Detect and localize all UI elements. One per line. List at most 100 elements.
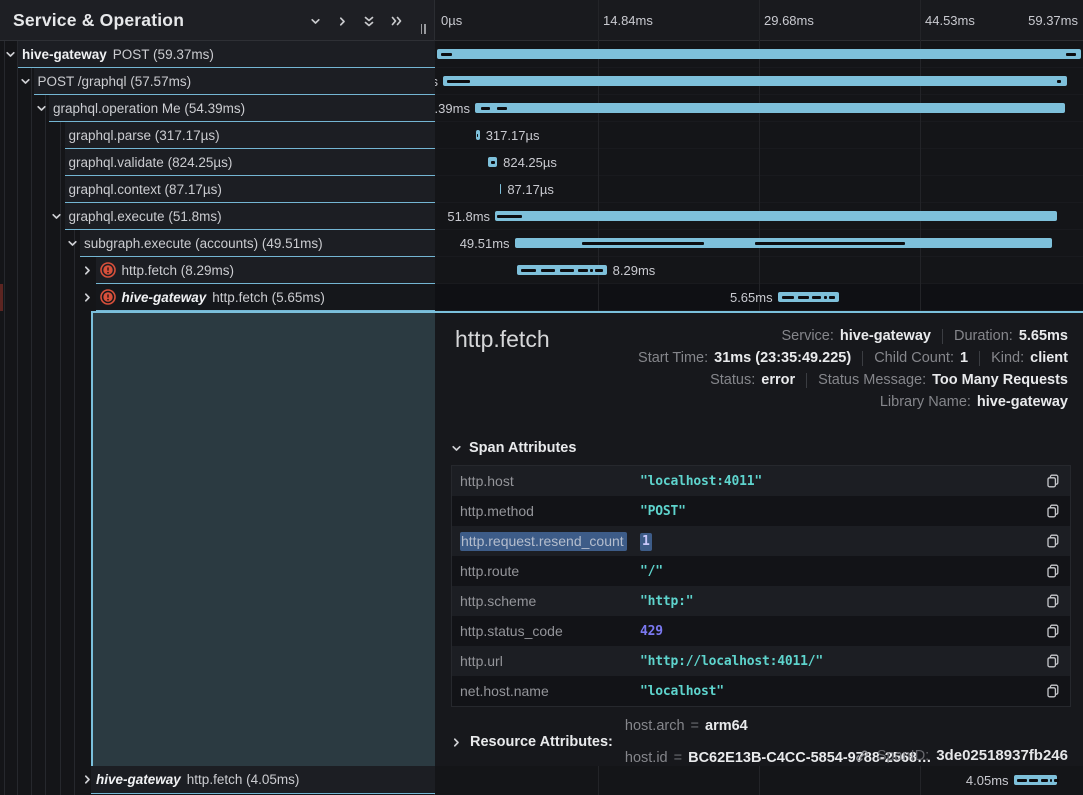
copy-icon[interactable] [1036, 593, 1070, 609]
attribute-value: 1 [640, 532, 652, 551]
child-span-mark [480, 107, 491, 110]
tree-row[interactable]: subgraph.execute (accounts) (49.51ms) [0, 230, 435, 257]
copy-icon[interactable] [1036, 623, 1070, 639]
child-span-mark [578, 269, 588, 272]
span-bar[interactable] [474, 103, 1065, 113]
meta-label: Status: [710, 372, 756, 388]
attribute-row: http.route "/" [452, 556, 1070, 586]
span-attributes-toggle[interactable]: Span Attributes [451, 440, 1071, 456]
resource-value: BC62E13B-C4CC-5854-9788-2568… [688, 750, 932, 766]
chevron-down-icon[interactable] [67, 238, 78, 249]
tree-row-content[interactable]: graphql.parse (317.17µs) [64, 122, 435, 149]
tree-row[interactable]: hive-gateway POST (59.37ms) [0, 41, 435, 68]
attribute-row: http.scheme "http:" [452, 586, 1070, 616]
tree-row[interactable]: graphql.operation Me (54.39ms) [0, 95, 435, 122]
span-bar[interactable] [495, 211, 1057, 221]
tree-row-content[interactable]: hive-gateway http.fetch (5.65ms) [95, 284, 435, 311]
double-chevron-down-icon[interactable] [359, 11, 379, 31]
tree-row-content[interactable]: subgraph.execute (accounts) (49.51ms) [80, 230, 435, 257]
attribute-key: http.request.resend_count [452, 532, 640, 551]
attribute-key: http.method [460, 503, 534, 519]
attribute-row: http.host "localhost:4011" [452, 466, 1070, 496]
timeline-tick: 59.37ms [1028, 13, 1078, 28]
link-icon[interactable] [854, 748, 870, 764]
tree-row-bottom[interactable]: hive-gateway http.fetch (4.05ms) [91, 766, 435, 794]
chevron-down-icon[interactable] [51, 211, 62, 222]
resource-attribute: host.arch = arm64 [625, 718, 932, 734]
chevron-down-icon [451, 443, 462, 454]
span-bar[interactable] [442, 76, 1068, 86]
child-span-mark [812, 296, 821, 299]
attribute-key: http.scheme [460, 593, 537, 609]
error-icon [99, 289, 116, 305]
span-attributes-table: http.host "localhost:4011" http.method "POS… [451, 465, 1071, 707]
divider [806, 372, 808, 388]
child-span-mark [828, 296, 836, 299]
service-name: hive-gateway [96, 772, 181, 787]
meta-value: hive-gateway [976, 394, 1068, 410]
tree-indent-guides [0, 41, 91, 795]
chevron-down-icon[interactable] [36, 103, 47, 114]
attribute-key: http.status_code [460, 623, 563, 639]
tree-row-content[interactable]: graphql.operation Me (54.39ms) [49, 95, 435, 122]
meta-value: 5.65ms [1018, 328, 1068, 344]
chevron-down-icon[interactable] [305, 11, 325, 31]
resource-key: host.arch [624, 718, 685, 734]
meta-line: Start Time: 31ms (23:35:49.225) Child Coun… [638, 347, 1068, 369]
panel-resize-handle[interactable] [418, 24, 428, 36]
child-span-mark [490, 161, 495, 164]
attribute-row: http.status_code 429 [452, 616, 1070, 646]
chevron-right-icon[interactable] [332, 11, 352, 31]
resource-attribute: host.id = BC62E13B-C4CC-5854-9788-2568… [625, 750, 932, 766]
tree-row[interactable]: graphql.parse (317.17µs) [0, 122, 435, 149]
resource-attributes-title: Resource Attributes: [470, 734, 613, 750]
tree-row-content[interactable]: graphql.execute (51.8ms) [64, 203, 435, 230]
meta-label: Service: [781, 328, 834, 344]
tree-row-content[interactable]: POST /graphql (57.57ms) [33, 68, 435, 95]
tree-row[interactable]: graphql.validate (824.25µs) [0, 149, 435, 176]
tree-row[interactable]: POST /graphql (57.57ms) [0, 68, 435, 95]
attribute-row: http.request.resend_count 1 [452, 526, 1070, 556]
duration-label: 54.39ms [435, 101, 470, 116]
chevron-right-icon[interactable] [82, 774, 93, 785]
tree-row-content[interactable]: hive-gateway POST (59.37ms) [18, 41, 435, 68]
chevron-right-icon[interactable] [82, 265, 93, 276]
meta-label: Child Count: [874, 350, 954, 366]
panel-title: Service & Operation [13, 10, 185, 30]
double-chevron-right-icon[interactable] [386, 11, 406, 31]
child-span-mark [1029, 779, 1039, 782]
duration-label: 824.25µs [503, 155, 557, 170]
resource-value: arm64 [705, 718, 748, 734]
span-detail-panel: http.fetch Service: hive-gateway Duration:… [435, 313, 1083, 766]
operation-label: graphql.parse (317.17µs) [68, 127, 220, 143]
tree-row-content[interactable]: graphql.validate (824.25µs) [64, 149, 435, 176]
chevron-down-icon[interactable] [5, 49, 16, 60]
tree-row[interactable]: graphql.execute (51.8ms) [0, 203, 435, 230]
chevron-right-icon [451, 737, 462, 748]
copy-icon[interactable] [1036, 533, 1070, 549]
copy-icon[interactable] [1036, 503, 1070, 519]
span-bar[interactable] [437, 49, 1081, 59]
divider [941, 328, 943, 344]
span-bar[interactable] [499, 184, 502, 194]
span-id-label: SpanID: [876, 747, 930, 764]
duration-label: 8.29ms [612, 263, 656, 278]
copy-icon[interactable] [1036, 683, 1070, 699]
tree-row-content[interactable]: graphql.context (87.17µs) [64, 176, 435, 203]
operation-label: POST /graphql (57.57ms) [37, 73, 192, 89]
timeline-row-bottom[interactable]: 4.05ms [435, 766, 1083, 795]
tree-row[interactable]: http.fetch (8.29ms) [0, 257, 435, 284]
chevron-down-icon[interactable] [20, 76, 31, 87]
timeline-tick: 29.68ms [764, 13, 814, 28]
copy-icon[interactable] [1036, 653, 1070, 669]
attribute-key: http.url [460, 653, 503, 669]
equals-sign: = [673, 750, 683, 766]
chevron-right-icon[interactable] [82, 292, 93, 303]
resource-attributes-toggle[interactable]: Resource Attributes: [451, 734, 613, 750]
copy-icon[interactable] [1036, 563, 1070, 579]
tree-row[interactable]: graphql.context (87.17µs) [0, 176, 435, 203]
tree-row[interactable]: hive-gateway http.fetch (5.65ms) [0, 284, 435, 311]
span-meta: Service: hive-gateway Duration: 5.65ms Start… [638, 325, 1068, 413]
copy-icon[interactable] [1036, 473, 1070, 489]
tree-row-content[interactable]: http.fetch (8.29ms) [95, 257, 435, 284]
